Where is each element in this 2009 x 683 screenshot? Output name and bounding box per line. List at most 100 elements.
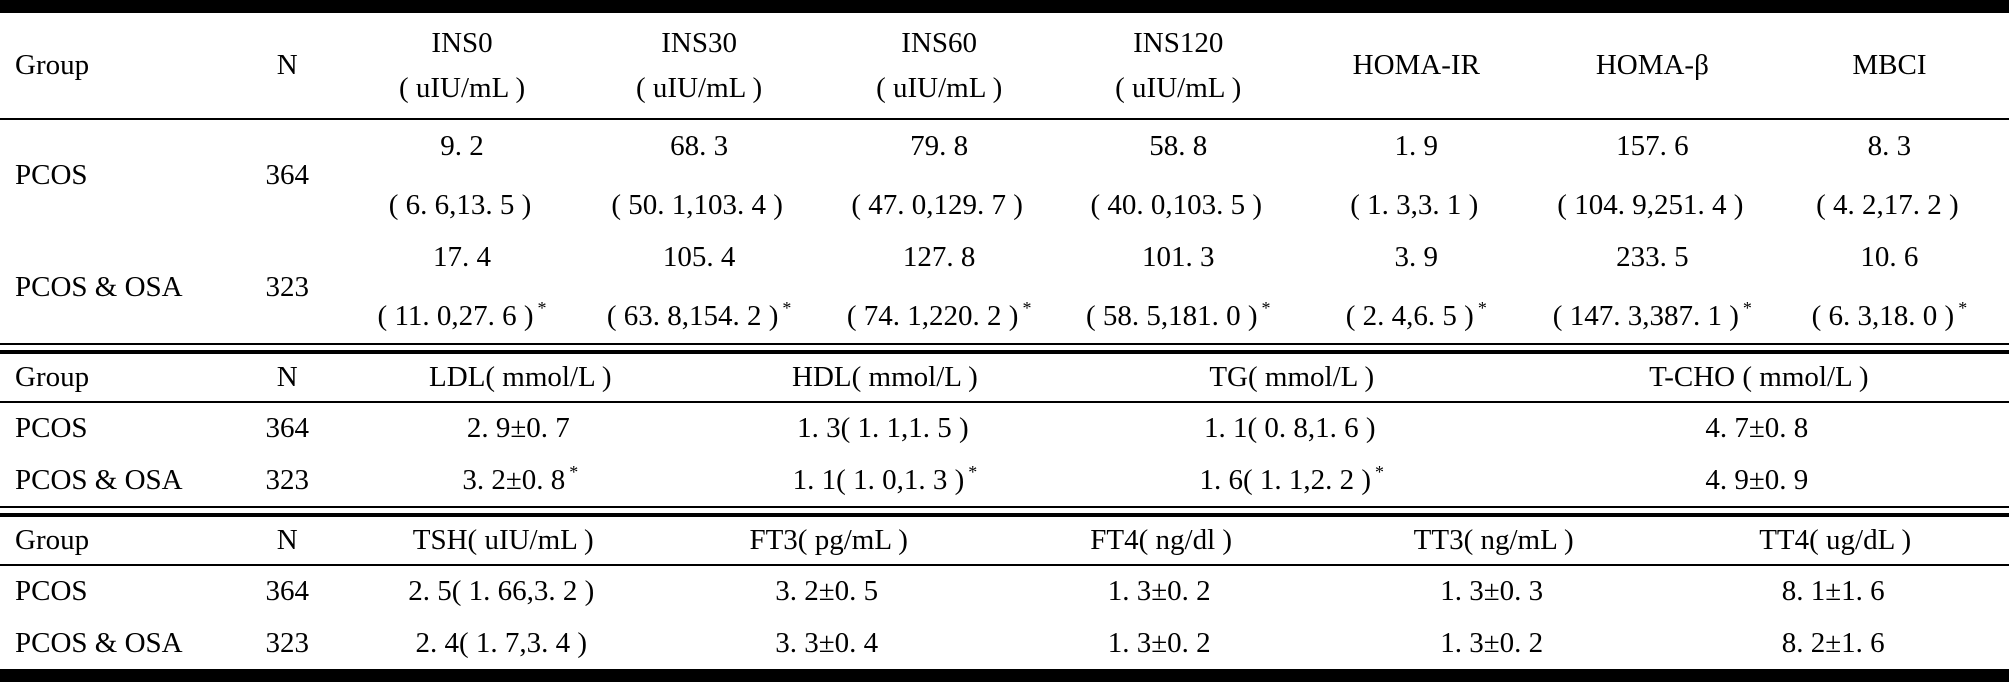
median-value: 8. 3 (1867, 129, 1912, 162)
header-unit: ( uIU/mL ) (636, 71, 763, 104)
header-ins120: INS120 ( uIU/mL ) (1059, 13, 1298, 119)
data-cell: 157. 6 ( 104. 9,251. 4 ) (1535, 119, 1770, 231)
header-label: HOMA-β (1595, 49, 1709, 81)
n-cell: 323 (229, 231, 346, 343)
significance-asterisk (1211, 573, 1215, 593)
data-cell: 2. 4( 1. 7,3. 4 ) (346, 617, 661, 669)
iqr-value: ( 147. 3,387. 1 ) * (1552, 299, 1752, 332)
significance-asterisk (1211, 625, 1215, 645)
group-label-cell: PCOS (0, 565, 229, 617)
iqr-value: ( 11. 0,27. 6 ) * (377, 299, 547, 332)
value-text: 2. 9±0. 7 (466, 412, 570, 444)
n-cell: 323 (229, 454, 346, 506)
n-cell: 364 (229, 119, 346, 231)
data-cell: 79. 8 ( 47. 0,129. 7 ) (820, 119, 1059, 231)
n-value: 364 (265, 575, 310, 607)
iqr-value: ( 2. 4,6. 5 ) * (1345, 299, 1487, 332)
group-label: PCOS & OSA (15, 626, 183, 659)
header-label: TT3( ng/mL ) (1413, 524, 1574, 556)
section-divider-rule (0, 343, 2009, 354)
header-ldl: LDL( mmol/L ) (346, 354, 696, 402)
section-divider-rule (0, 506, 2009, 517)
data-cell: 9. 2 ( 6. 6,13. 5 ) (346, 119, 579, 231)
median-value: 68. 3 (670, 129, 729, 162)
significance-asterisk: * (537, 298, 547, 319)
header-label: INS30 (661, 26, 737, 59)
group-label: PCOS (15, 412, 88, 444)
iqr-text: ( 2. 4,6. 5 ) (1345, 300, 1474, 332)
header-label: T-CHO ( mmol/L ) (1649, 361, 1869, 393)
significance-asterisk (1743, 187, 1747, 207)
value-text: 8. 2±1. 6 (1781, 626, 1885, 659)
iqr-text: ( 104. 9,251. 4 ) (1557, 188, 1744, 221)
header-unit: ( uIU/mL ) (398, 71, 526, 104)
bottom-rule-bar (0, 669, 2009, 682)
data-cell: 127. 8 ( 74. 1,220. 2 ) * (820, 231, 1059, 343)
header-tt3: TT3( ng/mL ) (1326, 517, 1662, 565)
significance-asterisk (1808, 462, 1812, 482)
value-text: 4. 7±0. 8 (1705, 412, 1809, 444)
median-value: 127. 8 (902, 241, 976, 273)
iqr-value: ( 6. 3,18. 0 ) * (1812, 299, 1968, 331)
iqr-value: ( 40. 0,103. 5 ) (1090, 190, 1266, 220)
significance-asterisk (878, 625, 882, 645)
iqr-text: ( 147. 3,387. 1 ) (1552, 300, 1739, 332)
median-value: 157. 6 (1616, 129, 1689, 162)
iqr-text: ( 50. 1,103. 4 ) (611, 188, 783, 221)
significance-asterisk (1023, 187, 1027, 207)
header-label: TG( mmol/L ) (1209, 361, 1375, 393)
group-label-cell: PCOS (0, 119, 229, 231)
iqr-text: ( 58. 5,181. 0 ) (1085, 300, 1258, 332)
header-label: TSH( uIU/mL ) (412, 524, 594, 556)
significance-asterisk (1959, 187, 1963, 207)
data-cell: 3. 9 ( 2. 4,6. 5 ) * (1298, 231, 1535, 343)
header-unit: ( uIU/mL ) (1115, 71, 1242, 104)
significance-asterisk (1808, 410, 1812, 430)
data-cell: 1. 6( 1. 1,2. 2 ) * (1075, 454, 1509, 506)
significance-asterisk (1885, 625, 1889, 645)
iqr-value: ( 6. 6,13. 5 ) (389, 190, 536, 220)
data-cell: 3. 2±0. 8 * (346, 454, 696, 506)
median-value: 105. 4 (662, 241, 736, 273)
data-cell: 1. 3( 1. 1,1. 5 ) (695, 402, 1075, 454)
iqr-text: ( 74. 1,220. 2 ) (846, 300, 1019, 332)
header-label: LDL( mmol/L ) (429, 361, 612, 393)
row-pcos: PCOS 364 2. 5( 1. 66,3. 2 ) 3. 2±0. 5 1.… (0, 565, 2009, 617)
iqr-value: ( 58. 5,181. 0 ) * (1085, 299, 1271, 332)
iqr-text: ( 11. 0,27. 6 ) (377, 300, 534, 332)
data-cell: 17. 4 ( 11. 0,27. 6 ) * (346, 231, 579, 343)
data-cell: 3. 3±0. 4 (661, 617, 997, 669)
data-cell: 233. 5 ( 147. 3,387. 1 ) * (1535, 231, 1770, 343)
iqr-value: ( 63. 8,154. 2 ) * (607, 299, 792, 331)
iqr-value: ( 47. 0,129. 7 ) (851, 190, 1027, 220)
data-cell: 1. 3±0. 2 (996, 565, 1325, 617)
header-hdl: HDL( mmol/L ) (695, 354, 1075, 402)
header-label: HDL( mmol/L ) (792, 361, 978, 393)
iqr-value: ( 74. 1,220. 2 ) * (846, 299, 1032, 332)
value-text: 1. 3±0. 2 (1107, 575, 1211, 607)
significance-asterisk: * (1742, 298, 1752, 319)
value-text: 1. 1( 1. 0,1. 3 ) (792, 463, 965, 496)
header-row: Group N LDL( mmol/L ) HDL( mmol/L ) TG( … (0, 354, 2009, 402)
value-text: 4. 9±0. 9 (1705, 463, 1809, 496)
header-label: N (276, 361, 298, 393)
header-row: Group N TSH( uIU/mL ) FT3( pg/mL ) FT4( … (0, 517, 2009, 565)
header-ins30: INS30 ( uIU/mL ) (579, 13, 820, 119)
header-group: Group (0, 354, 229, 402)
data-cell: 4. 7±0. 8 (1509, 402, 2009, 454)
data-cell: 1. 3±0. 2 (1326, 617, 1662, 669)
significance-asterisk: * (968, 461, 978, 482)
significance-asterisk: * (1958, 298, 1968, 319)
header-ft3: FT3( pg/mL ) (661, 517, 997, 565)
data-cell: 8. 3 ( 4. 2,17. 2 ) (1770, 119, 2009, 231)
value-text: 1. 3±0. 3 (1440, 575, 1544, 607)
group-label: PCOS & OSA (15, 463, 183, 496)
data-cell: 1. 1( 0. 8,1. 6 ) (1075, 402, 1509, 454)
header-label: TT4( ug/dL ) (1759, 524, 1912, 556)
data-cell: 3. 2±0. 5 (661, 565, 997, 617)
significance-asterisk (1885, 573, 1889, 593)
data-cell: 4. 9±0. 9 (1509, 454, 2009, 506)
group-label: PCOS (15, 575, 88, 607)
header-label: HOMA-IR (1352, 49, 1480, 81)
data-cell: 2. 5( 1. 66,3. 2 ) (346, 565, 661, 617)
